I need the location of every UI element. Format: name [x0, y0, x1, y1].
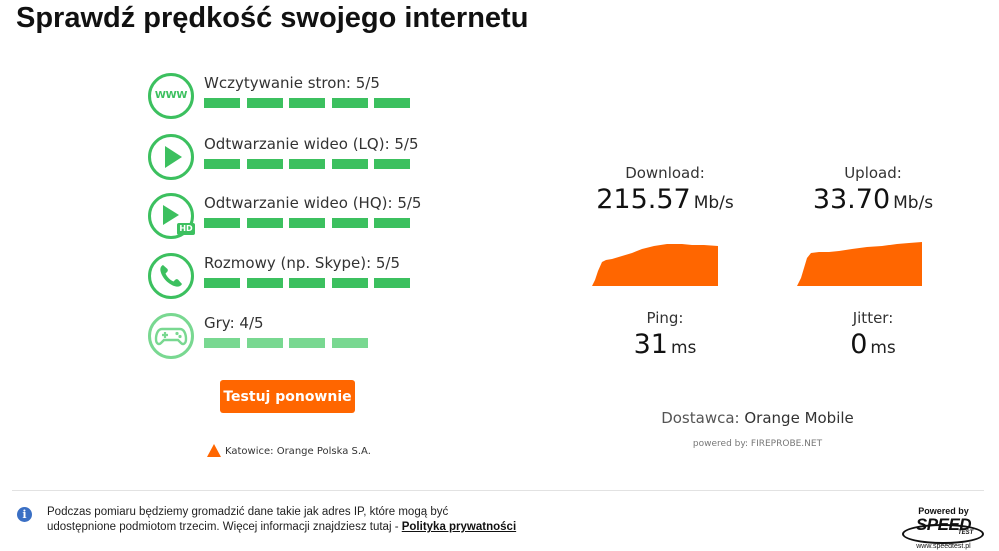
phone-icon: [148, 253, 194, 299]
score-bar: [204, 338, 240, 348]
privacy-notice: Podczas pomiaru będziemy gromadzić dane …: [47, 505, 517, 535]
quality-calls: Rozmowy (np. Skype): 5/5: [148, 253, 448, 303]
score-bar: [246, 338, 283, 348]
download-unit: Mb/s: [693, 193, 734, 213]
score-bar: [331, 338, 368, 348]
score-bar: [204, 98, 240, 108]
www-icon: WWW: [148, 73, 194, 119]
score-bar: [246, 278, 283, 288]
score-bar: [246, 159, 283, 169]
warning-triangle-icon: [207, 444, 221, 457]
jitter-unit: ms: [870, 338, 896, 358]
score-bar: [374, 278, 410, 288]
provider-info: Dostawca: Orange Mobile: [620, 409, 895, 427]
score-bar: [289, 338, 325, 348]
score-bar: [331, 218, 368, 228]
quality-video-hq: HD Odtwarzanie wideo (HQ): 5/5: [148, 193, 448, 243]
ping-label: Ping:: [646, 309, 684, 327]
quality-video-hq-label: Odtwarzanie wideo (HQ): 5/5: [204, 194, 422, 212]
ping-value: 31: [633, 329, 668, 360]
download-result: Download: 215.57 Mb/s: [585, 164, 745, 215]
score-bar: [331, 159, 368, 169]
quality-web: WWW Wczytywanie stron: 5/5: [148, 73, 448, 123]
download-label: Download:: [625, 164, 705, 182]
score-bar: [204, 218, 240, 228]
download-value: 215.57: [596, 184, 691, 215]
jitter-result: Jitter: 0 ms: [793, 309, 953, 360]
logo-swoosh: [902, 524, 984, 544]
speedtest-logo[interactable]: Powered by SPEED TEST www.speedtest.pl: [896, 506, 991, 550]
footer-divider: [12, 490, 984, 491]
privacy-policy-link[interactable]: Polityka prywatności: [401, 521, 517, 533]
upload-value: 33.70: [812, 184, 891, 215]
score-bar: [289, 98, 325, 108]
quality-games-label: Gry: 4/5: [204, 314, 264, 332]
logo-brand-sub: TEST: [958, 530, 974, 536]
page-title: Sprawdź prędkość swojego internetu: [16, 2, 529, 34]
score-bar: [246, 98, 283, 108]
server-label: Katowice: Orange Polska S.A.: [225, 446, 371, 457]
score-bar: [331, 98, 368, 108]
gamepad-icon: [148, 313, 194, 359]
jitter-label: Jitter:: [852, 309, 894, 327]
score-bar: [374, 159, 410, 169]
powered-by: powered by: FIREPROBE.NET: [692, 439, 823, 449]
quality-video-lq-label: Odtwarzanie wideo (LQ): 5/5: [204, 135, 419, 153]
score-bar: [204, 278, 240, 288]
retest-button[interactable]: Testuj ponownie: [220, 380, 355, 413]
ping-unit: ms: [670, 338, 697, 358]
score-bar: [246, 218, 283, 228]
score-bar: [204, 159, 240, 169]
logo-powered-by: Powered by: [918, 506, 969, 516]
privacy-text: Podczas pomiaru będziemy gromadzić dane …: [47, 506, 449, 533]
score-bar: [289, 159, 325, 169]
ping-result: Ping: 31 ms: [585, 309, 745, 360]
jitter-value: 0: [850, 329, 868, 360]
quality-calls-label: Rozmowy (np. Skype): 5/5: [204, 254, 401, 272]
quality-games: Gry: 4/5: [148, 313, 448, 363]
logo-url: www.speedtest.pl: [916, 543, 971, 550]
play-icon: [148, 134, 194, 180]
provider-label: Dostawca:: [661, 409, 740, 427]
upload-graph: [797, 242, 922, 286]
provider-name: Orange Mobile: [744, 409, 854, 427]
upload-label: Upload:: [844, 164, 902, 182]
play-hd-icon: HD: [148, 193, 195, 239]
score-bar: [374, 218, 410, 228]
score-bar: [289, 278, 325, 288]
download-graph: [592, 244, 718, 286]
quality-web-label: Wczytywanie stron: 5/5: [204, 74, 380, 92]
score-bar: [289, 218, 325, 228]
quality-video-lq: Odtwarzanie wideo (LQ): 5/5: [148, 134, 448, 184]
upload-result: Upload: 33.70 Mb/s: [793, 164, 953, 215]
upload-unit: Mb/s: [893, 193, 934, 213]
score-bar: [374, 98, 410, 108]
info-icon: i: [17, 507, 32, 522]
score-bar: [331, 278, 368, 288]
hd-badge: HD: [177, 223, 195, 235]
